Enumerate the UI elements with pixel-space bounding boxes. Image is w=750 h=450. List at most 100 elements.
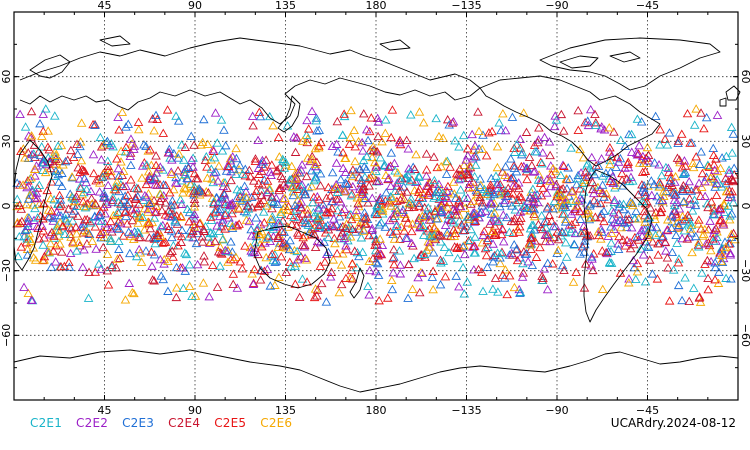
obs-marker: [709, 225, 720, 234]
obs-marker: [155, 231, 166, 240]
obs-marker: [341, 179, 352, 188]
obs-marker: [270, 257, 280, 266]
obs-marker: [425, 242, 435, 251]
obs-marker: [376, 249, 387, 259]
obs-marker: [23, 181, 34, 190]
obs-marker: [508, 228, 519, 237]
obs-marker: [730, 234, 740, 244]
obs-marker: [184, 216, 194, 226]
obs-marker: [705, 173, 716, 182]
obs-marker: [545, 150, 555, 160]
obs-marker: [724, 165, 734, 174]
obs-marker: [377, 136, 387, 146]
obs-marker: [29, 215, 39, 224]
obs-marker: [60, 156, 71, 166]
obs-marker: [103, 280, 114, 289]
obs-marker: [90, 120, 100, 130]
obs-marker: [407, 284, 418, 293]
obs-marker: [123, 190, 133, 199]
obs-marker: [377, 209, 388, 218]
obs-marker: [572, 201, 582, 210]
obs-marker: [603, 231, 614, 240]
obs-marker: [337, 130, 348, 139]
obs-marker: [294, 292, 305, 302]
obs-marker: [34, 180, 45, 189]
obs-marker: [700, 224, 710, 234]
obs-marker: [663, 215, 673, 224]
obs-marker: [636, 117, 647, 126]
obs-marker: [367, 193, 378, 202]
obs-marker: [575, 214, 586, 223]
obs-marker: [350, 156, 360, 166]
obs-marker: [663, 163, 674, 172]
obs-marker: [591, 161, 601, 170]
obs-marker: [671, 230, 681, 240]
obs-marker: [578, 221, 589, 230]
obs-marker: [646, 176, 657, 185]
obs-marker: [189, 181, 200, 191]
obs-marker: [461, 155, 471, 164]
obs-marker: [282, 240, 292, 249]
obs-marker: [549, 196, 560, 206]
obs-marker: [340, 167, 351, 177]
obs-marker: [669, 190, 680, 199]
obs-marker: [311, 115, 322, 125]
obs-marker: [573, 125, 584, 134]
obs-marker: [351, 212, 362, 221]
obs-marker: [247, 111, 258, 120]
obs-marker: [464, 170, 474, 179]
obs-marker: [373, 117, 384, 126]
obs-marker: [103, 161, 113, 171]
obs-marker: [515, 134, 525, 143]
obs-marker: [509, 147, 520, 156]
obs-marker: [551, 115, 562, 124]
obs-marker: [634, 140, 645, 150]
obs-marker: [389, 234, 400, 243]
obs-marker: [556, 170, 566, 179]
obs-marker: [500, 170, 510, 179]
obs-marker: [147, 275, 158, 284]
obs-marker: [580, 259, 591, 268]
obs-marker: [693, 242, 704, 251]
obs-marker: [251, 186, 262, 195]
obs-marker: [724, 239, 734, 248]
obs-marker: [207, 174, 217, 183]
obs-marker: [377, 240, 388, 250]
obs-marker: [120, 147, 131, 156]
obs-marker: [640, 166, 651, 175]
obs-marker: [363, 281, 373, 290]
obs-marker: [606, 228, 617, 238]
obs-marker: [73, 237, 84, 246]
obs-marker: [724, 186, 735, 195]
obs-marker: [726, 122, 737, 131]
obs-marker: [702, 199, 713, 208]
obs-marker: [205, 212, 216, 221]
obs-marker: [417, 268, 428, 278]
obs-marker: [433, 213, 443, 222]
obs-marker: [300, 215, 311, 224]
obs-marker: [126, 175, 136, 184]
obs-marker: [231, 169, 241, 178]
obs-marker: [19, 282, 29, 291]
obs-marker: [267, 160, 277, 169]
obs-marker: [395, 135, 405, 145]
obs-marker: [395, 260, 406, 269]
obs-marker: [522, 174, 532, 184]
obs-marker: [374, 220, 385, 229]
obs-marker: [529, 211, 540, 221]
obs-marker: [60, 214, 71, 223]
obs-marker: [591, 117, 601, 127]
obs-marker: [166, 226, 177, 235]
obs-marker: [729, 170, 740, 179]
obs-marker: [45, 193, 56, 203]
obs-marker: [615, 215, 625, 225]
obs-marker: [26, 173, 36, 182]
obs-marker: [685, 138, 695, 147]
obs-marker: [414, 107, 425, 116]
obs-marker: [728, 175, 738, 184]
obs-marker: [548, 163, 558, 173]
obs-marker: [28, 243, 39, 252]
obs-marker: [567, 219, 577, 229]
obs-marker: [351, 205, 362, 215]
obs-marker: [359, 226, 369, 235]
